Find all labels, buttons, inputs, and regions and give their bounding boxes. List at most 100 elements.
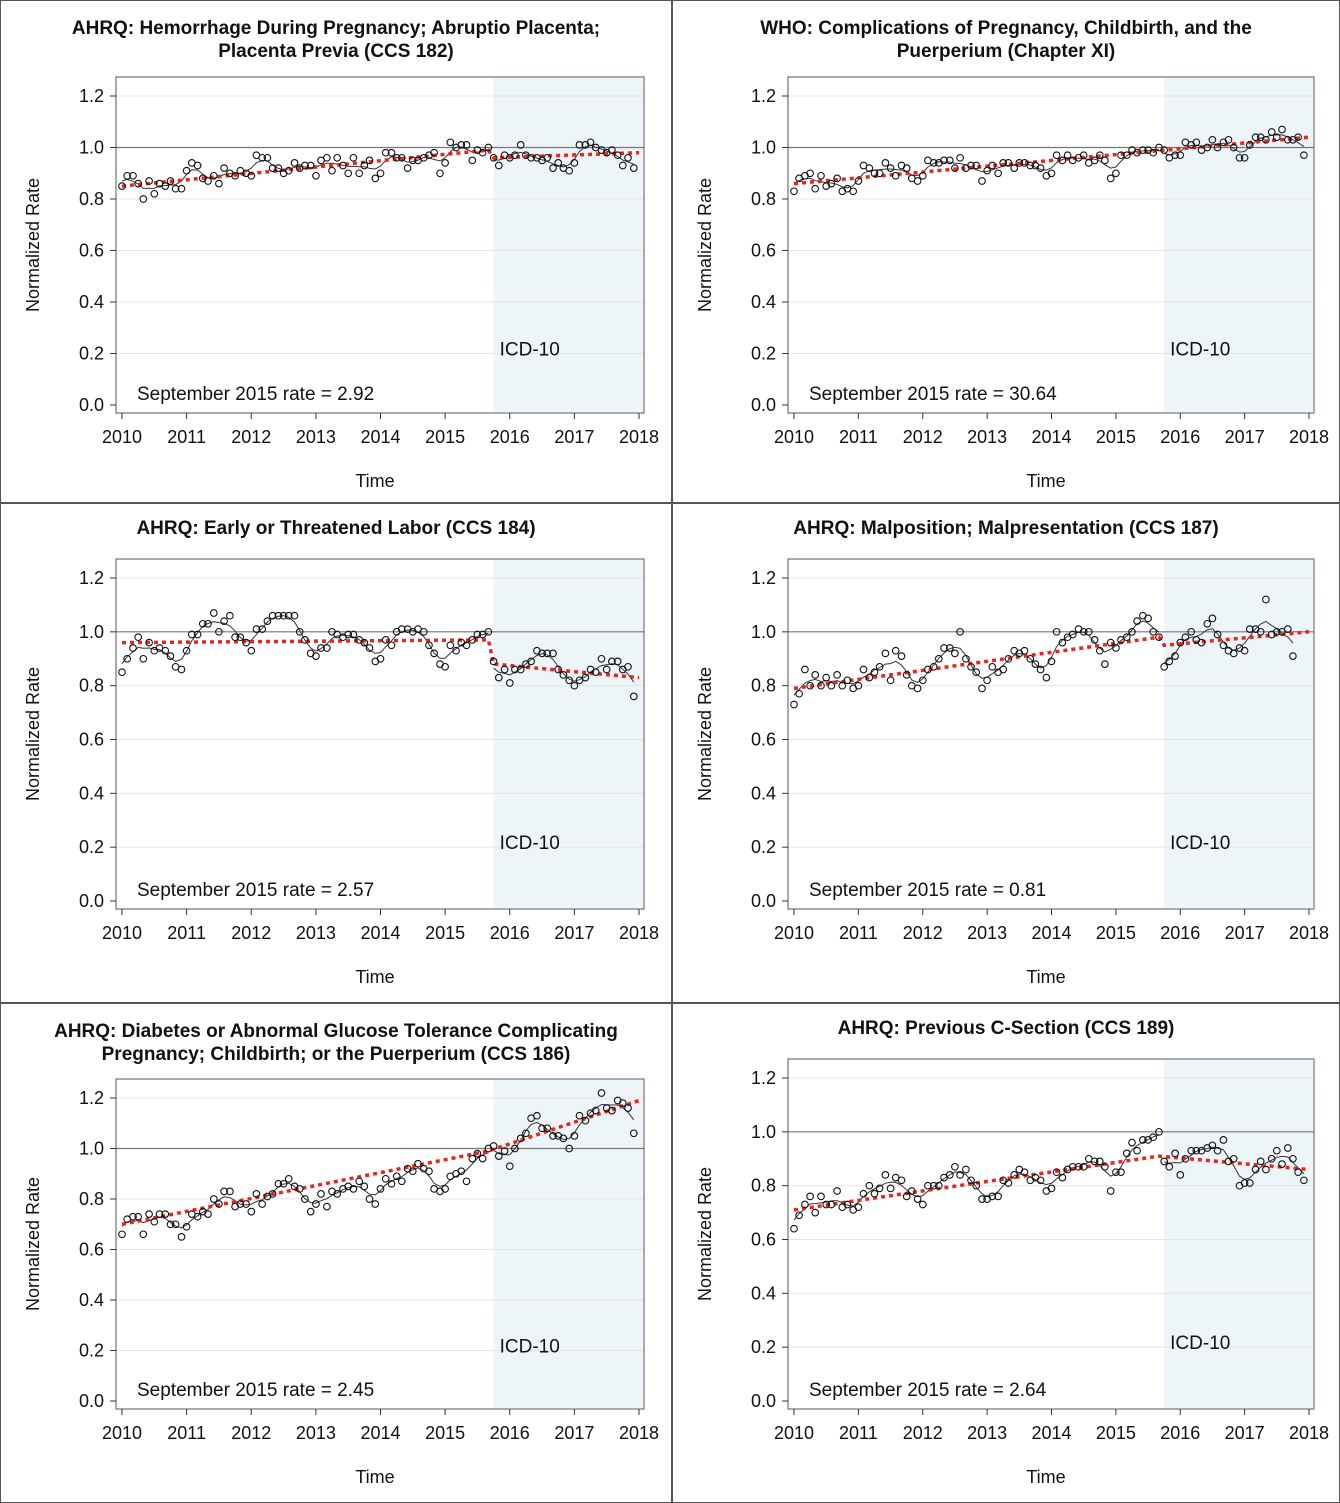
data-point bbox=[279, 611, 288, 620]
y-tick-label: 0.4 bbox=[79, 783, 104, 803]
y-tick-label: 0.6 bbox=[751, 730, 776, 750]
y-tick-label: 0.4 bbox=[79, 292, 104, 312]
data-point bbox=[215, 1200, 223, 1208]
data-point bbox=[591, 1106, 600, 1115]
data-point bbox=[586, 138, 595, 147]
data-point bbox=[1251, 133, 1260, 142]
data-point bbox=[1106, 638, 1115, 647]
data-point bbox=[312, 171, 320, 180]
x-tick-label: 2012 bbox=[231, 1423, 271, 1443]
data-point bbox=[978, 684, 986, 693]
y-tick-label: 0.8 bbox=[79, 676, 104, 696]
data-point bbox=[859, 1189, 868, 1198]
data-point bbox=[290, 159, 299, 167]
data-point bbox=[565, 166, 574, 175]
data-point bbox=[430, 649, 438, 658]
data-point bbox=[489, 153, 498, 162]
data-point bbox=[956, 153, 964, 162]
data-point bbox=[1197, 638, 1206, 647]
data-point bbox=[252, 1190, 261, 1198]
data-point bbox=[387, 641, 396, 650]
data-point bbox=[1294, 1168, 1302, 1177]
data-point bbox=[1171, 1149, 1179, 1158]
data-point bbox=[978, 177, 986, 185]
y-axis-label: Normalized Rate bbox=[695, 178, 715, 312]
y-tick-label: 0.8 bbox=[79, 1189, 104, 1209]
data-point bbox=[795, 1211, 803, 1220]
data-point bbox=[129, 1212, 137, 1221]
data-point bbox=[891, 646, 900, 655]
y-axis-label: Normalized Rate bbox=[23, 178, 43, 312]
data-point bbox=[263, 617, 272, 625]
data-point bbox=[570, 159, 579, 167]
data-point bbox=[1112, 644, 1120, 652]
data-point bbox=[1229, 649, 1238, 658]
data-point bbox=[1289, 1154, 1297, 1163]
data-point bbox=[1267, 128, 1276, 136]
data-point bbox=[875, 662, 884, 671]
data-point bbox=[150, 189, 159, 198]
data-point bbox=[929, 159, 938, 167]
data-point bbox=[629, 1129, 638, 1138]
data-point bbox=[193, 1212, 202, 1221]
x-tick-label: 2011 bbox=[839, 427, 878, 447]
x-tick-label: 2017 bbox=[1225, 1423, 1265, 1443]
data-point bbox=[618, 161, 627, 170]
data-point bbox=[940, 156, 948, 165]
x-tick-label: 2012 bbox=[231, 427, 271, 447]
data-point bbox=[1272, 1146, 1281, 1155]
data-point bbox=[242, 638, 250, 647]
data-point bbox=[843, 676, 852, 685]
trend-line bbox=[121, 638, 640, 680]
data-point bbox=[881, 649, 890, 658]
data-point bbox=[344, 169, 353, 178]
data-point bbox=[268, 1190, 277, 1198]
chart-panel-4: AHRQ: Malposition; Malpresentation (CCS … bbox=[672, 503, 1340, 1003]
data-point bbox=[166, 1220, 175, 1229]
data-point bbox=[258, 153, 267, 162]
data-point bbox=[1283, 1144, 1292, 1152]
x-axis-label: Time bbox=[1026, 471, 1065, 491]
x-tick-label: 2010 bbox=[774, 427, 814, 447]
data-point bbox=[220, 1187, 228, 1196]
data-point bbox=[1300, 1176, 1308, 1185]
data-point bbox=[306, 161, 315, 170]
data-point bbox=[403, 164, 412, 172]
data-point bbox=[231, 171, 239, 180]
y-tick-label: 0.6 bbox=[751, 1230, 776, 1250]
data-point bbox=[204, 619, 212, 628]
data-point bbox=[1256, 627, 1265, 636]
x-tick-label: 2016 bbox=[490, 923, 530, 943]
data-point bbox=[543, 1124, 552, 1133]
data-point bbox=[134, 1212, 143, 1221]
data-point bbox=[1165, 1162, 1174, 1171]
data-point bbox=[360, 638, 369, 647]
smoothed-curve bbox=[1164, 1146, 1305, 1180]
data-point bbox=[1160, 1157, 1169, 1166]
icd10-shaded-region bbox=[493, 78, 643, 412]
data-point bbox=[295, 1185, 304, 1193]
data-point bbox=[494, 161, 503, 170]
chart-panel-5: AHRQ: Diabetes or Abnormal Glucose Toler… bbox=[0, 1003, 672, 1503]
data-point bbox=[1283, 135, 1292, 144]
data-point bbox=[317, 644, 325, 652]
rate-annotation: September 2015 rate = 2.45 bbox=[137, 1380, 374, 1401]
chart-title-line: AHRQ: Previous C-Section (CCS 189) bbox=[837, 1018, 1175, 1039]
x-tick-label: 2012 bbox=[903, 923, 943, 943]
data-point bbox=[1149, 148, 1158, 157]
data-point bbox=[613, 151, 622, 160]
data-point bbox=[817, 171, 825, 180]
data-point bbox=[811, 1208, 820, 1217]
data-point bbox=[1133, 1146, 1141, 1155]
data-point bbox=[1117, 151, 1125, 160]
data-point bbox=[1187, 627, 1196, 636]
x-tick-label: 2018 bbox=[619, 923, 659, 943]
data-point bbox=[886, 676, 895, 685]
x-tick-label: 2018 bbox=[1289, 923, 1329, 943]
data-point bbox=[999, 159, 1008, 167]
data-point bbox=[522, 1129, 530, 1138]
data-point bbox=[446, 641, 455, 650]
data-point bbox=[284, 611, 293, 620]
x-tick-label: 2010 bbox=[102, 1423, 142, 1443]
data-point bbox=[1171, 151, 1179, 160]
